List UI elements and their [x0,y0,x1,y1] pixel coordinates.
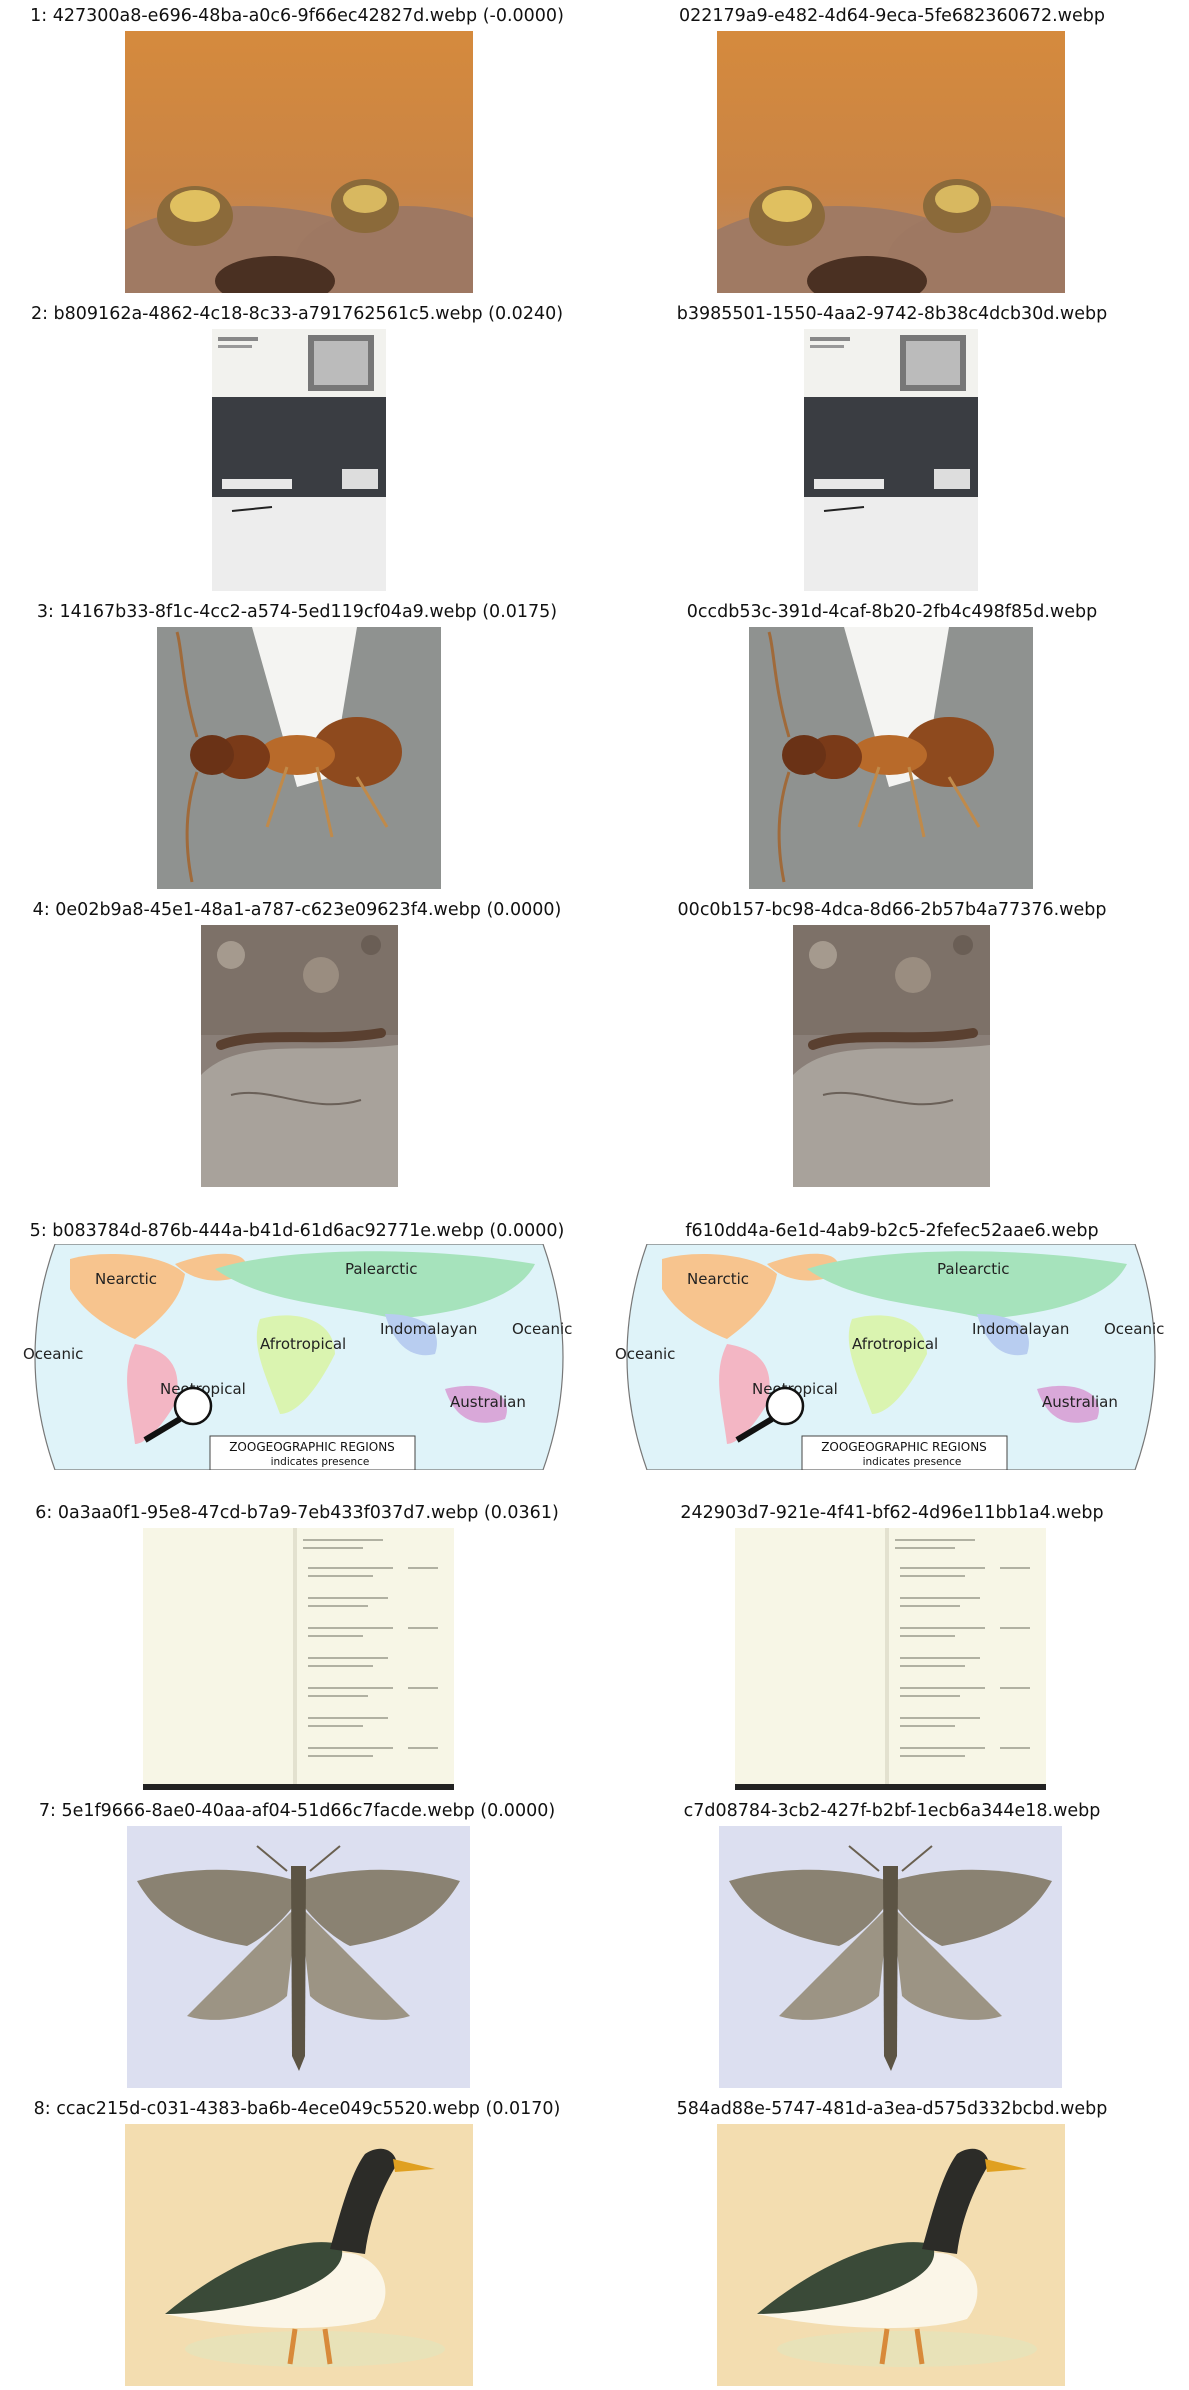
map-label-palearctic: Palearctic [937,1260,1010,1278]
specimen-label-icon [804,329,978,591]
map-label-palearctic: Palearctic [345,1260,418,1278]
row-6-query-caption: 6: 0a3aa0f1-95e8-47cd-b7a9-7eb433f037d7.… [35,1503,559,1523]
row-5-query-caption: 5: b083784d-876b-444a-b41d-61d6ac92771e.… [29,1221,565,1241]
row-7-match-cell: c7d08784-3cb2-427f-b2bf-1ecb6a344e18.web… [595,1800,1189,2094]
map-label-australian: Australian [450,1393,526,1411]
row-8-match-caption: 584ad88e-5747-481d-a3ea-d575d332bcbd.web… [676,2099,1108,2119]
map-label-oceanic-west: Oceanic [23,1345,83,1363]
goose-illustration-icon [717,2124,1065,2386]
caterpillar-photo-icon [793,925,990,1187]
row-5-match-cell: f610dd4a-6e1d-4ab9-b2c5-2fefec52aae6.web… [595,1220,1189,1503]
frogs-photo-icon [717,31,1065,293]
row-3-query-cell: 3: 14167b33-8f1c-4cc2-a574-5ed119cf04a9.… [0,601,594,895]
row-1-query-cell: 1: 427300a8-e696-48ba-a0c6-9f66ec42827d.… [0,5,594,299]
map-legend-note: indicates presence [271,1456,370,1468]
row-6-query-cell: 6: 0a3aa0f1-95e8-47cd-b7a9-7eb433f037d7.… [0,1502,594,1796]
map-label-indomalayan: Indomalayan [972,1320,1069,1338]
map-label-oceanic-east: Oceanic [512,1320,572,1338]
map-label-nearctic: Nearctic [687,1270,749,1288]
row-3-match-cell: 0ccdb53c-391d-4caf-8b20-2fb4c498f85d.web… [595,601,1189,895]
row-2-match-cell: b3985501-1550-4aa2-9742-8b38c4dcb30d.web… [595,303,1189,597]
zoogeographic-map-icon: Nearctic Palearctic Indomalayan Oceanic … [15,1244,583,1470]
row-2-query-caption: 2: b809162a-4862-4c18-8c33-a791762561c5.… [30,304,564,324]
moth-specimen-icon [719,1826,1062,2088]
moth-specimen-icon [127,1826,470,2088]
map-label-afrotropical: Afrotropical [260,1335,346,1353]
map-legend-title: ZOOGEOGRAPHIC REGIONS [229,1440,395,1454]
zoogeographic-map-icon: Nearctic Palearctic Indomalayan Oceanic … [607,1244,1175,1470]
row-6-match-cell: 242903d7-921e-4f41-bf62-4d96e11bb1a4.web… [595,1502,1189,1796]
map-label-oceanic-west: Oceanic [615,1345,675,1363]
map-legend-note: indicates presence [863,1456,962,1468]
row-2-query-cell: 2: b809162a-4862-4c18-8c33-a791762561c5.… [0,303,594,597]
row-8-query-caption: 8: ccac215d-c031-4383-ba6b-4ece049c5520.… [33,2099,561,2119]
row-5-match-caption: f610dd4a-6e1d-4ab9-b2c5-2fefec52aae6.web… [685,1221,1099,1241]
specimen-label-icon [212,329,386,591]
map-label-indomalayan: Indomalayan [380,1320,477,1338]
row-3-query-caption: 3: 14167b33-8f1c-4cc2-a574-5ed119cf04a9.… [36,602,558,622]
row-3-match-caption: 0ccdb53c-391d-4caf-8b20-2fb4c498f85d.web… [686,602,1098,622]
ledger-page-icon [143,1528,454,1790]
row-6-match-caption: 242903d7-921e-4f41-bf62-4d96e11bb1a4.web… [680,1503,1104,1523]
frogs-photo-icon [125,31,473,293]
map-label-afrotropical: Afrotropical [852,1335,938,1353]
row-1-query-caption: 1: 427300a8-e696-48ba-a0c6-9f66ec42827d.… [30,6,564,26]
row-4-match-caption: 00c0b157-bc98-4dca-8d66-2b57b4a77376.web… [677,900,1107,920]
map-label-nearctic: Nearctic [95,1270,157,1288]
row-5-query-cell: 5: b083784d-876b-444a-b41d-61d6ac92771e.… [0,1220,594,1503]
row-8-match-cell: 584ad88e-5747-481d-a3ea-d575d332bcbd.web… [595,2098,1189,2390]
row-7-query-cell: 7: 5e1f9666-8ae0-40aa-af04-51d66c7facde.… [0,1800,594,2094]
map-label-australian: Australian [1042,1393,1118,1411]
map-label-oceanic-east: Oceanic [1104,1320,1164,1338]
row-1-match-cell: 022179a9-e482-4d64-9eca-5fe682360672.web… [595,5,1189,299]
row-1-match-caption: 022179a9-e482-4d64-9eca-5fe682360672.web… [679,6,1105,26]
caterpillar-photo-icon [201,925,398,1187]
row-4-query-caption: 4: 0e02b9a8-45e1-48a1-a787-c623e09623f4.… [32,900,562,920]
ant-specimen-icon [749,627,1033,889]
goose-illustration-icon [125,2124,473,2386]
row-7-query-caption: 7: 5e1f9666-8ae0-40aa-af04-51d66c7facde.… [38,1801,556,1821]
row-7-match-caption: c7d08784-3cb2-427f-b2bf-1ecb6a344e18.web… [683,1801,1101,1821]
row-2-match-caption: b3985501-1550-4aa2-9742-8b38c4dcb30d.web… [676,304,1108,324]
map-legend-title: ZOOGEOGRAPHIC REGIONS [821,1440,987,1454]
row-8-query-cell: 8: ccac215d-c031-4383-ba6b-4ece049c5520.… [0,2098,594,2390]
ledger-page-icon [735,1528,1046,1790]
row-4-query-cell: 4: 0e02b9a8-45e1-48a1-a787-c623e09623f4.… [0,899,594,1216]
row-4-match-cell: 00c0b157-bc98-4dca-8d66-2b57b4a77376.web… [595,899,1189,1216]
ant-specimen-icon [157,627,441,889]
